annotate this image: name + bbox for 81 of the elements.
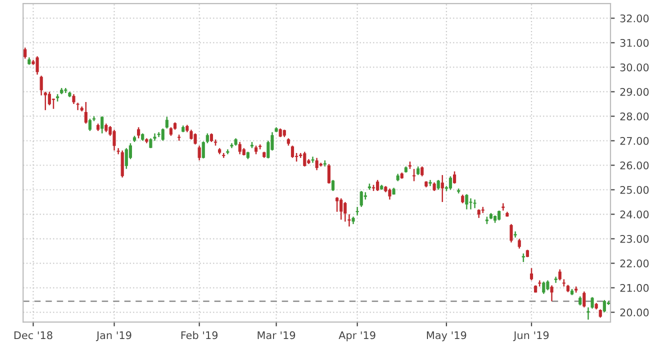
candlestick [36,56,39,76]
candlestick [448,176,452,190]
candlestick [453,170,456,184]
y-tick-label: 28.00 [620,112,649,120]
candlestick [498,210,501,222]
y-tick-label: 20.00 [620,308,649,316]
x-tick-label: Dec '18 [14,331,52,340]
candlestick [360,190,363,208]
candlestick [88,118,92,132]
candlestick [356,206,359,216]
candlestick [194,132,197,146]
candlestick [530,268,534,282]
y-tick-label: 32.00 [620,14,649,22]
candlestick [24,47,27,60]
candlestick [40,75,43,96]
x-tick-label: Apr '19 [338,331,376,342]
candlestick [502,202,505,212]
candlestick [311,156,314,164]
x-tick-label: Jun '19 [513,331,549,342]
candlestick [518,238,521,250]
candlestick [412,168,416,182]
candlestick [586,306,590,320]
candlestick [238,141,242,155]
candlestick [327,163,330,184]
candlestick [336,196,339,212]
candlestick [436,179,440,190]
candlestick [100,116,104,134]
candlestick [331,179,335,192]
candlestick [290,145,294,159]
candlestick [388,188,392,200]
candlestick [137,126,140,139]
candlestick [44,91,47,111]
candlestick [344,201,347,222]
candlestick [202,140,205,160]
candlestick [52,98,56,110]
candlestick [165,116,168,130]
x-tick-label: May '19 [426,331,466,342]
candlestick [542,281,546,295]
candlestick [376,179,380,192]
x-tick-label: Feb '19 [181,331,218,340]
candlestick [469,198,472,210]
y-tick-label: 29.00 [620,88,649,96]
candlestick [157,132,160,138]
candlestick [465,194,468,210]
y-tick-label: 25.00 [620,186,649,194]
x-tick-label: Mar '19 [258,331,296,340]
candlestick [206,132,209,144]
candlestick [112,129,116,152]
candlestick [554,276,558,284]
candlestick [161,128,164,142]
candlestick [546,280,550,291]
candlestick [315,157,318,171]
candlestick [303,151,306,168]
candlestick [602,299,606,313]
y-tick-label: 24.00 [620,210,649,218]
candlestick [440,174,444,203]
y-tick-label: 26.00 [620,161,649,170]
y-tick-label: 27.00 [620,136,649,145]
candlestick [578,296,582,306]
candlestick [473,198,476,209]
candlestick [558,268,562,282]
y-tick-label: 21.00 [620,284,649,292]
candlestick [72,94,76,105]
candlestick [120,150,124,178]
candlestick [420,166,424,177]
candlestick [190,129,193,140]
y-tick-label: 30.00 [620,63,649,72]
candlestick [550,284,554,302]
candlestick [510,223,513,244]
candlestick [84,101,88,124]
candlestick [48,91,51,106]
candlestick [124,147,128,170]
candlestick [340,198,343,220]
candlestick [198,145,201,161]
candlestick [590,296,594,310]
candlestick [222,152,226,159]
y-tick-label: 22.00 [620,259,649,268]
y-tick-label: 31.00 [620,38,649,47]
y-tick-label: 23.00 [620,234,649,243]
candlestick [582,290,586,308]
x-tick-label: Jan '19 [96,331,132,342]
